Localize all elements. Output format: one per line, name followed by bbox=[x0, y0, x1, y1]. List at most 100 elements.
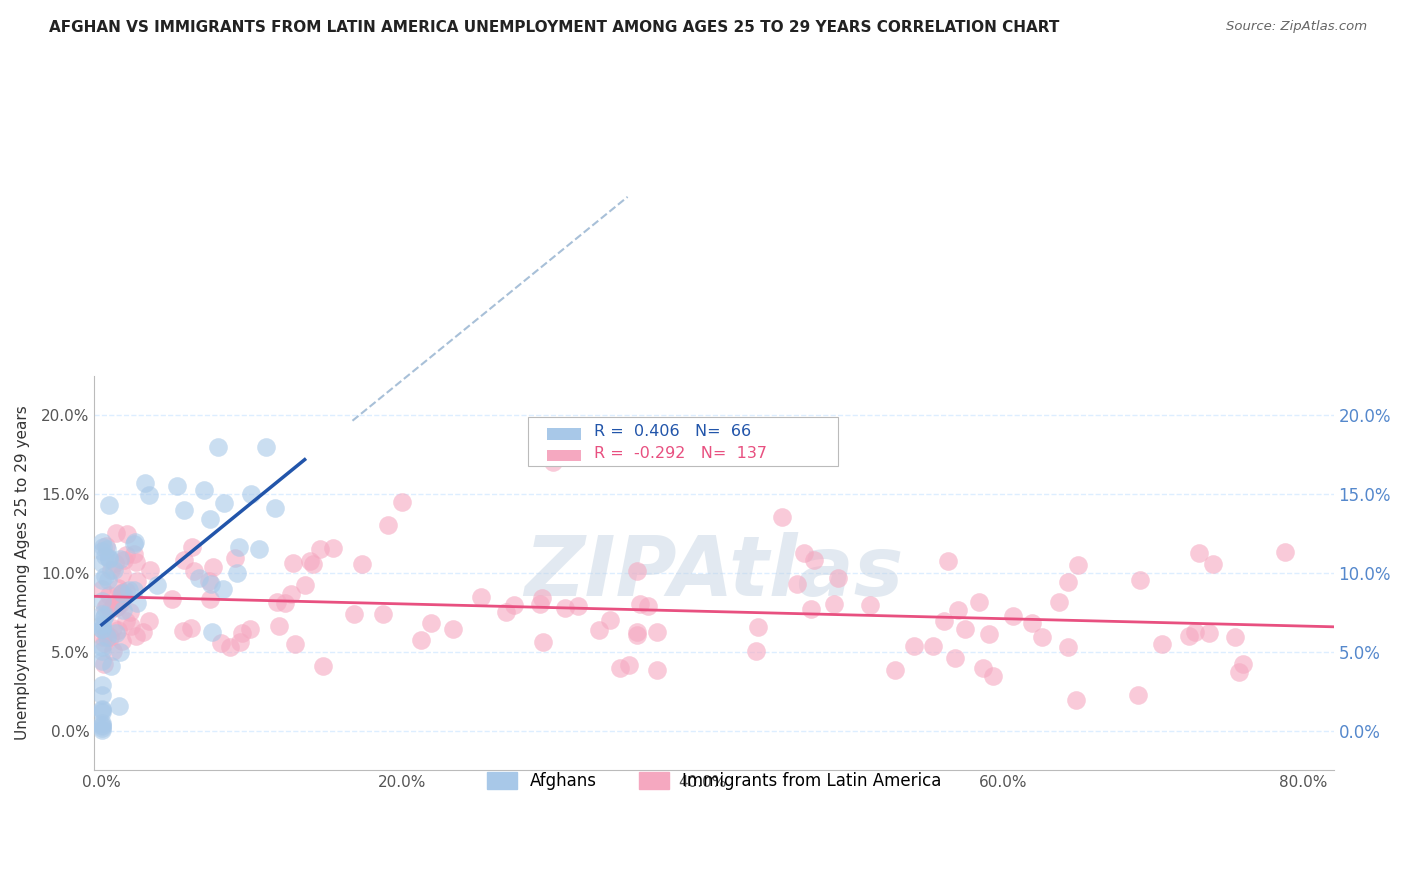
Point bbox=[198, 511, 221, 525]
Point bbox=[90, 719, 112, 733]
Point bbox=[90, 715, 112, 730]
Point bbox=[94, 627, 117, 641]
Point bbox=[1021, 616, 1043, 631]
Point bbox=[107, 623, 129, 637]
Point bbox=[90, 573, 112, 587]
Point bbox=[90, 703, 112, 717]
FancyBboxPatch shape bbox=[547, 450, 582, 461]
Point bbox=[224, 550, 246, 565]
Point bbox=[626, 564, 648, 578]
Point bbox=[200, 576, 222, 591]
Point bbox=[1066, 693, 1088, 707]
Point bbox=[193, 483, 215, 498]
Point bbox=[531, 591, 554, 605]
Point bbox=[120, 619, 142, 633]
Point bbox=[281, 556, 304, 570]
Point bbox=[139, 563, 162, 577]
Point bbox=[226, 566, 249, 580]
Point bbox=[111, 567, 134, 582]
Point bbox=[531, 635, 554, 649]
Point bbox=[800, 602, 823, 616]
Point bbox=[173, 503, 195, 517]
Point bbox=[90, 705, 112, 719]
Point bbox=[309, 542, 332, 557]
Point bbox=[146, 578, 169, 592]
Point bbox=[90, 556, 112, 570]
Point bbox=[107, 582, 129, 596]
Point bbox=[125, 555, 148, 569]
Point bbox=[350, 557, 373, 571]
Point bbox=[953, 622, 976, 636]
Point bbox=[183, 565, 205, 579]
Point bbox=[94, 549, 117, 564]
Point bbox=[932, 614, 955, 628]
Point bbox=[209, 636, 232, 650]
Point bbox=[93, 657, 115, 672]
Point bbox=[280, 587, 302, 601]
Point bbox=[105, 526, 128, 541]
Point bbox=[98, 551, 121, 566]
Point bbox=[1129, 573, 1152, 587]
Point bbox=[343, 607, 366, 622]
Point bbox=[198, 574, 221, 588]
Point bbox=[301, 557, 323, 571]
Point bbox=[247, 542, 270, 557]
Point bbox=[322, 541, 344, 555]
Point bbox=[90, 622, 112, 636]
Point bbox=[201, 624, 224, 639]
Point bbox=[267, 619, 290, 633]
Point bbox=[98, 603, 121, 617]
Point bbox=[1002, 609, 1025, 624]
Point bbox=[105, 626, 128, 640]
Point bbox=[441, 623, 464, 637]
Point bbox=[90, 721, 112, 735]
Point bbox=[312, 658, 335, 673]
Point bbox=[188, 571, 211, 585]
Point bbox=[131, 624, 153, 639]
Point bbox=[1031, 630, 1053, 644]
Point bbox=[111, 602, 134, 616]
Point bbox=[115, 548, 138, 562]
Point bbox=[770, 509, 793, 524]
Point bbox=[124, 535, 146, 549]
Y-axis label: Unemployment Among Ages 25 to 29 years: Unemployment Among Ages 25 to 29 years bbox=[15, 406, 30, 740]
Point bbox=[1178, 629, 1201, 643]
Point bbox=[972, 661, 994, 675]
Point bbox=[101, 621, 124, 635]
Point bbox=[103, 597, 125, 611]
Point bbox=[90, 643, 112, 657]
Point bbox=[125, 596, 148, 610]
Point bbox=[108, 645, 131, 659]
Legend: Afghans, Immigrants from Latin America: Afghans, Immigrants from Latin America bbox=[479, 765, 948, 797]
Point bbox=[96, 630, 118, 644]
Point bbox=[266, 594, 288, 608]
Point bbox=[100, 563, 122, 577]
Point bbox=[118, 582, 141, 597]
Point bbox=[91, 582, 114, 596]
Point bbox=[181, 540, 204, 554]
Point bbox=[626, 624, 648, 639]
Point bbox=[1274, 545, 1296, 559]
Point bbox=[1067, 558, 1090, 572]
Point bbox=[134, 476, 156, 491]
Point bbox=[100, 659, 122, 673]
Point bbox=[1198, 625, 1220, 640]
Point bbox=[747, 620, 769, 634]
Point bbox=[93, 609, 115, 624]
Point bbox=[90, 543, 112, 558]
Point bbox=[111, 633, 134, 648]
Point bbox=[1150, 637, 1173, 651]
Point bbox=[124, 629, 146, 643]
Point bbox=[299, 554, 322, 568]
Text: Source: ZipAtlas.com: Source: ZipAtlas.com bbox=[1226, 20, 1367, 33]
Point bbox=[599, 613, 621, 627]
Point bbox=[91, 630, 114, 644]
Point bbox=[124, 583, 146, 598]
Point bbox=[495, 605, 517, 619]
Point bbox=[391, 495, 413, 509]
Point bbox=[108, 552, 131, 566]
Point bbox=[115, 526, 138, 541]
Point bbox=[274, 596, 297, 610]
Point bbox=[229, 635, 252, 649]
Point bbox=[207, 441, 229, 455]
